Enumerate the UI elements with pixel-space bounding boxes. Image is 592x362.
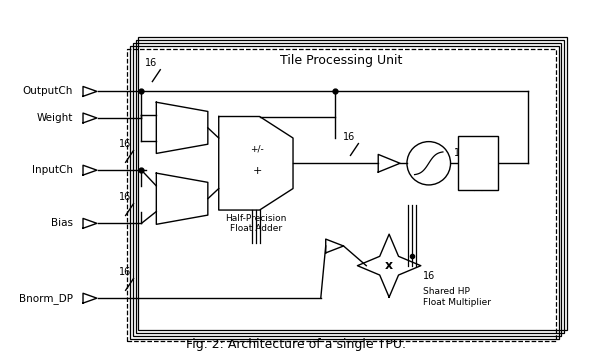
Text: Bias: Bias bbox=[51, 218, 73, 228]
Text: InputCh: InputCh bbox=[32, 165, 73, 175]
Bar bbox=[127, 49, 555, 341]
Text: Shared HP
Float Multiplier: Shared HP Float Multiplier bbox=[423, 287, 491, 307]
Text: 16: 16 bbox=[343, 132, 356, 142]
Text: Bnorm_DP: Bnorm_DP bbox=[19, 293, 73, 304]
Text: Tile Processing Unit: Tile Processing Unit bbox=[280, 54, 402, 67]
Text: 16: 16 bbox=[145, 58, 157, 68]
Bar bbox=[139, 37, 567, 330]
Text: 16: 16 bbox=[118, 266, 131, 277]
Text: 16: 16 bbox=[118, 139, 131, 148]
Bar bbox=[136, 40, 564, 333]
Text: +: + bbox=[253, 166, 262, 176]
Text: Half-Precision
Float Adder: Half-Precision Float Adder bbox=[225, 214, 287, 233]
Text: OutputCh: OutputCh bbox=[22, 87, 73, 96]
Text: 16: 16 bbox=[118, 191, 131, 202]
Text: Fig. 2: Architecture of a single TPU.: Fig. 2: Architecture of a single TPU. bbox=[186, 338, 406, 352]
Text: 16: 16 bbox=[423, 270, 435, 281]
Bar bbox=[133, 43, 561, 336]
Text: 16: 16 bbox=[453, 148, 466, 159]
Text: +/-: +/- bbox=[250, 145, 264, 154]
Text: x: x bbox=[385, 259, 393, 272]
Bar bbox=[458, 136, 498, 190]
Bar bbox=[130, 46, 558, 338]
Text: Weight: Weight bbox=[37, 113, 73, 123]
